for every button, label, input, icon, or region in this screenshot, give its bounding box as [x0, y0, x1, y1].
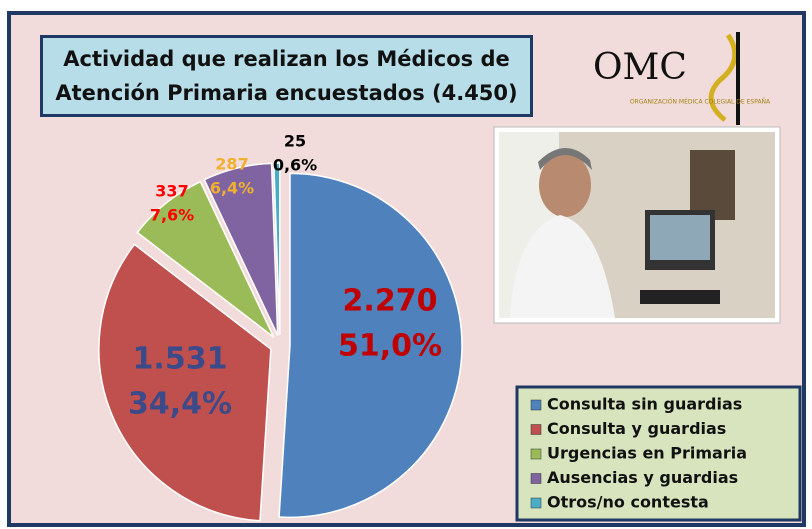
value-label: 25	[284, 132, 306, 151]
pie-slice	[272, 162, 281, 336]
logo: OMC ORGANIZACIÓN MÉDICA COLEGIAL DE ESPA…	[593, 32, 771, 125]
pie-slice	[136, 180, 275, 338]
pie-slice	[203, 162, 279, 336]
value-label: 1.531	[133, 342, 228, 377]
legend: Consulta sin guardias Consulta y guardias…	[515, 385, 802, 522]
percentage-label: 51,0%	[338, 329, 442, 364]
percentage-label: 6,4%	[210, 179, 254, 198]
legend-box	[515, 385, 802, 522]
legend-label: Consulta y guardias	[547, 419, 726, 438]
legend-swatch	[530, 497, 542, 509]
percentage-label: 34,4%	[128, 387, 232, 422]
value-label: 337	[155, 182, 188, 201]
chart-title: Actividad que realizan los Médicos de At…	[40, 35, 533, 117]
pie-slice	[98, 243, 272, 522]
legend-swatch	[530, 424, 542, 435]
legend-swatch	[530, 473, 542, 484]
legend-swatch	[530, 399, 542, 411]
value-label: 2.270	[343, 284, 438, 319]
logo-text: OMC	[593, 47, 687, 88]
pie-slice	[278, 172, 463, 519]
value-label: 287	[215, 155, 248, 174]
legend-label: Urgencias en Primaria	[547, 444, 747, 463]
photo	[493, 126, 781, 324]
percentage-label: 7,6%	[150, 206, 194, 225]
legend-label: Ausencias y guardias	[547, 468, 738, 487]
legend-label: Otros/no contesta	[547, 493, 709, 512]
percentage-label: 0,6%	[273, 156, 317, 175]
legend-swatch	[530, 448, 542, 460]
legend-label: Consulta sin guardias	[547, 395, 742, 414]
logo-subtitle: ORGANIZACIÓN MÉDICA COLEGIAL DE ESPAÑA	[630, 98, 771, 106]
